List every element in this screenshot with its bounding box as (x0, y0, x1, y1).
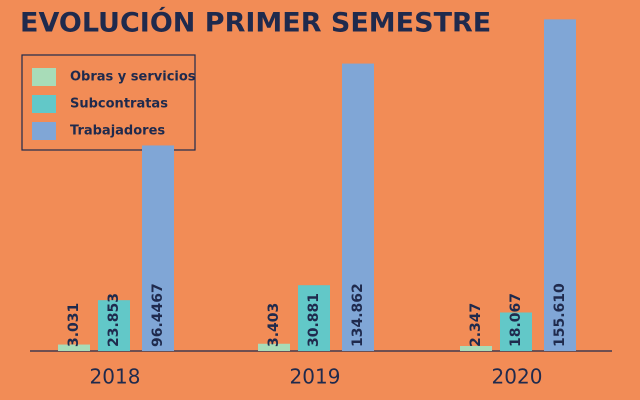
value-label: 3.031 (66, 303, 82, 347)
chart-title: EVOLUCIÓN PRIMER SEMESTRE (20, 7, 491, 39)
value-label: 2.347 (468, 303, 484, 347)
value-label: 155.610 (552, 283, 568, 347)
legend-swatch (32, 122, 56, 140)
legend-swatch (32, 95, 56, 113)
bar (460, 345, 492, 351)
legend-label: Trabajadores (70, 124, 165, 139)
x-tick-label: 2020 (492, 365, 543, 389)
legend-box (21, 54, 196, 151)
bar (342, 63, 374, 351)
value-label: 3.403 (266, 303, 282, 347)
legend-label: Obras y servicios (70, 70, 196, 85)
value-label: 134.862 (350, 283, 366, 347)
bar (58, 344, 90, 351)
value-label: 23.853 (106, 293, 122, 347)
legend-label: Subcontratas (70, 97, 168, 112)
value-label: 30.881 (306, 293, 322, 347)
bar (142, 145, 174, 351)
bar (500, 312, 532, 351)
value-label: 96.4467 (150, 283, 166, 347)
bar (98, 300, 130, 351)
bar (258, 343, 290, 351)
x-tick-label: 2019 (290, 365, 341, 389)
legend-swatch (32, 68, 56, 86)
bar (298, 285, 330, 351)
x-tick-label: 2018 (90, 365, 141, 389)
bar (544, 19, 576, 351)
value-label: 18.067 (508, 293, 524, 347)
